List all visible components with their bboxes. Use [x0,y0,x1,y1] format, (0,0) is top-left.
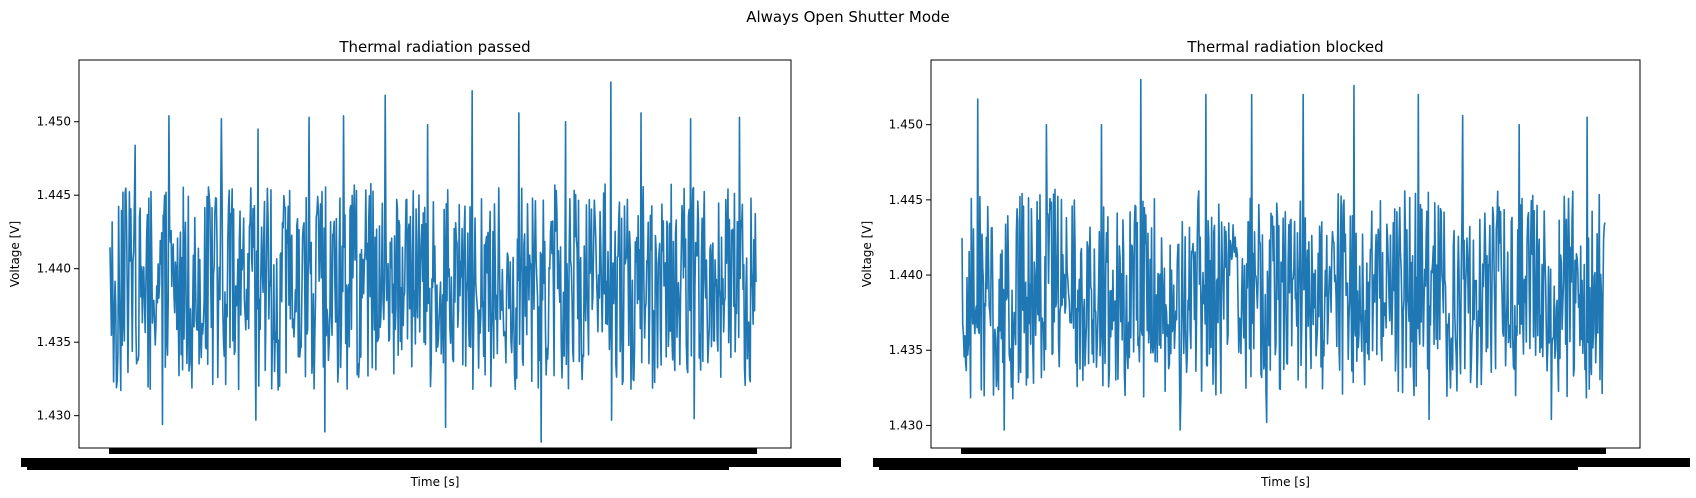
chart-panel-2: Thermal radiation blocked 1.430 1.435 1.440… [860,38,1690,489]
figure-title: Always Open Shutter Mode [746,8,950,26]
x-axis-label: Time [s] [1260,475,1310,489]
chart-panel-1: Thermal radiation passed 1.430 1.435 1.440 1… [8,38,841,489]
y-tick-label: 1.440 [37,262,71,276]
x-ticks-dense [961,448,1606,454]
x-tick-labels-overlapping [21,458,841,467]
y-tick-label: 1.450 [37,115,71,129]
y-tick-label: 1.435 [889,343,923,357]
x-tick-labels-overlapping [873,458,1690,467]
chart-panels: Thermal radiation passed 1.430 1.435 1.440 1… [8,38,1690,489]
x-tick-labels-overlapping-tail [879,467,1578,470]
y-tick-label: 1.440 [889,268,923,282]
y-tick-label: 1.430 [889,418,923,432]
x-ticks-dense [109,448,757,454]
y-tick-label: 1.445 [37,188,71,202]
y-axis-label: Voltage [V] [860,221,874,287]
series-line [109,81,757,443]
chart-title: Thermal radiation blocked [1186,38,1383,56]
y-tick-label: 1.445 [889,193,923,207]
y-tick-label: 1.450 [889,118,923,132]
y-tick-label: 1.430 [37,409,71,423]
x-tick-labels-overlapping-tail [27,467,729,470]
x-axis-label: Time [s] [410,475,460,489]
y-tick-label: 1.435 [37,335,71,349]
chart-title: Thermal radiation passed [338,38,530,56]
y-axis-label: Voltage [V] [8,221,22,287]
series-line [961,78,1606,431]
